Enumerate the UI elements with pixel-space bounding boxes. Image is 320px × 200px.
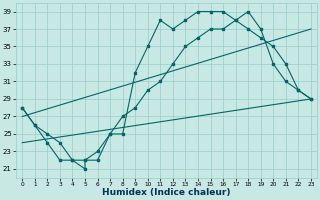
- X-axis label: Humidex (Indice chaleur): Humidex (Indice chaleur): [102, 188, 231, 197]
